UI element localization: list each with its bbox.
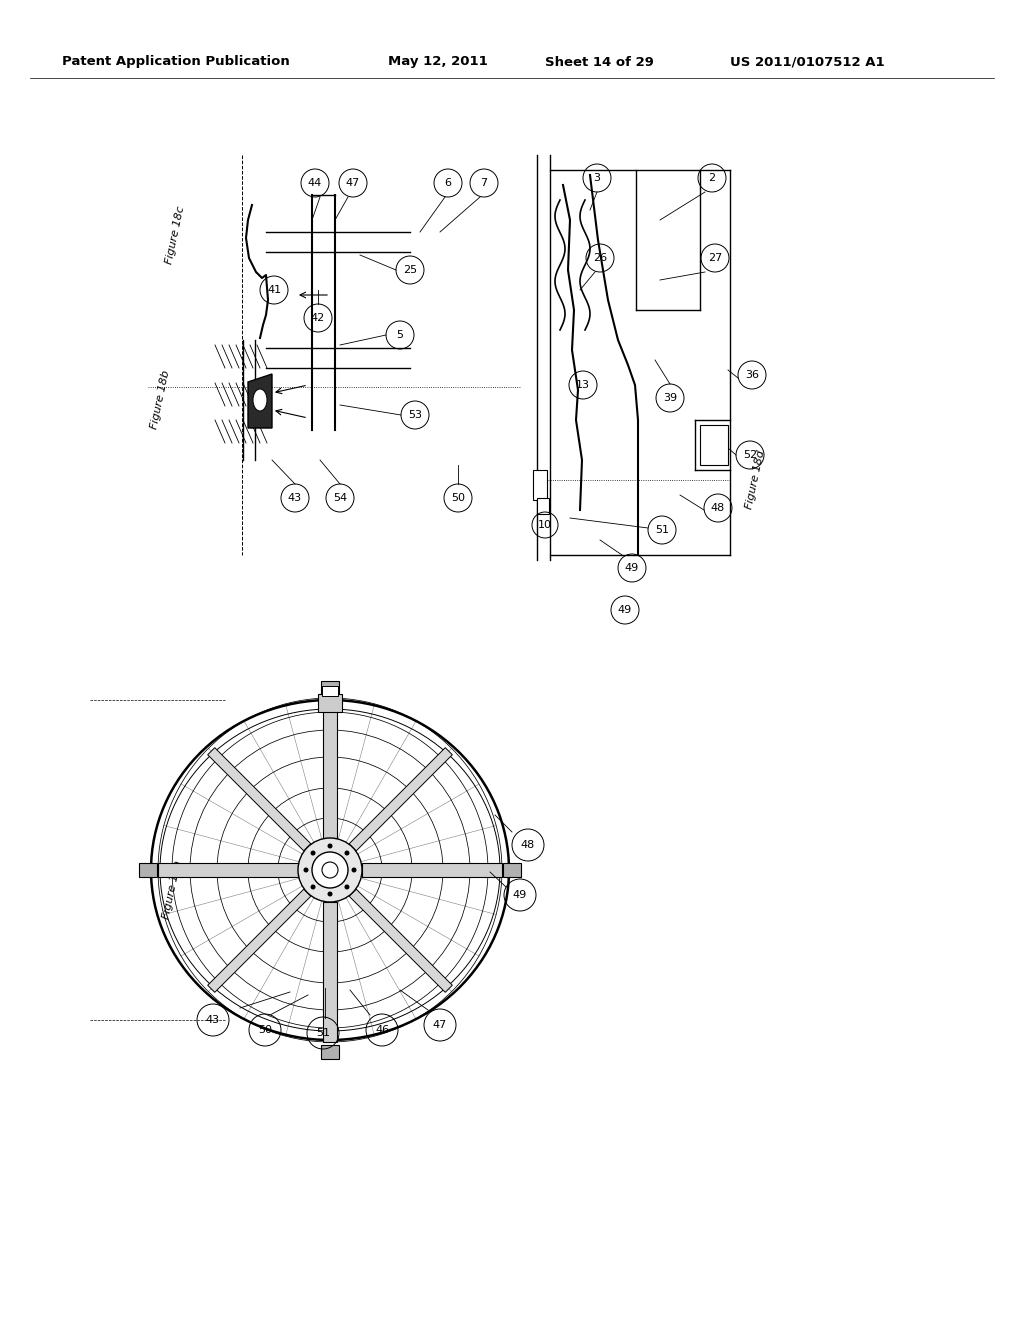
Polygon shape [248,374,272,428]
Ellipse shape [253,389,267,411]
Text: 26: 26 [593,253,607,263]
Text: 43: 43 [206,1015,220,1026]
Text: 46: 46 [375,1026,389,1035]
Circle shape [298,838,362,902]
Text: US 2011/0107512 A1: US 2011/0107512 A1 [730,55,885,69]
Text: 54: 54 [333,492,347,503]
Text: Figure 18a: Figure 18a [161,859,183,920]
FancyBboxPatch shape [537,498,549,513]
Text: 42: 42 [311,313,326,323]
Text: 51: 51 [655,525,669,535]
Text: 49: 49 [617,605,632,615]
Polygon shape [362,863,502,876]
Polygon shape [158,863,298,876]
Text: 49: 49 [513,890,527,900]
Text: 47: 47 [346,178,360,187]
Text: Sheet 14 of 29: Sheet 14 of 29 [545,55,654,69]
FancyBboxPatch shape [322,686,338,696]
Text: 50: 50 [258,1026,272,1035]
Circle shape [328,891,333,896]
Text: 25: 25 [402,265,417,275]
Circle shape [322,862,338,878]
Polygon shape [208,890,311,993]
Polygon shape [349,890,453,993]
Text: 27: 27 [708,253,722,263]
FancyBboxPatch shape [534,470,547,500]
Polygon shape [208,747,311,851]
Text: 48: 48 [521,840,536,850]
Text: 10: 10 [538,520,552,531]
Text: 52: 52 [743,450,757,459]
Circle shape [303,867,308,873]
Text: 48: 48 [711,503,725,513]
Circle shape [310,850,315,855]
Text: 49: 49 [625,564,639,573]
Polygon shape [349,747,453,851]
Text: 39: 39 [663,393,677,403]
Text: 44: 44 [308,178,323,187]
Polygon shape [323,698,337,838]
Text: 51: 51 [316,1028,330,1038]
Text: 53: 53 [408,411,422,420]
Circle shape [312,851,348,888]
Text: 7: 7 [480,178,487,187]
Text: 5: 5 [396,330,403,341]
Text: 41: 41 [267,285,281,294]
FancyBboxPatch shape [318,694,342,711]
Text: May 12, 2011: May 12, 2011 [388,55,487,69]
FancyBboxPatch shape [321,1045,339,1059]
Text: 36: 36 [745,370,759,380]
Text: 2: 2 [709,173,716,183]
Text: 3: 3 [594,173,600,183]
Circle shape [351,867,356,873]
Polygon shape [323,902,337,1041]
FancyBboxPatch shape [700,425,728,465]
Text: Figure 18c: Figure 18c [164,205,186,265]
FancyBboxPatch shape [503,863,521,876]
Circle shape [344,884,349,890]
Text: Figure 18b: Figure 18b [148,370,171,430]
Text: Patent Application Publication: Patent Application Publication [62,55,290,69]
FancyBboxPatch shape [139,863,157,876]
Text: 43: 43 [288,492,302,503]
Circle shape [310,884,315,890]
Text: 6: 6 [444,178,452,187]
Text: 47: 47 [433,1020,447,1030]
Text: 13: 13 [575,380,590,389]
Text: Figure 18d: Figure 18d [743,450,766,511]
Circle shape [328,843,333,849]
FancyBboxPatch shape [321,681,339,696]
Circle shape [344,850,349,855]
Text: 50: 50 [451,492,465,503]
